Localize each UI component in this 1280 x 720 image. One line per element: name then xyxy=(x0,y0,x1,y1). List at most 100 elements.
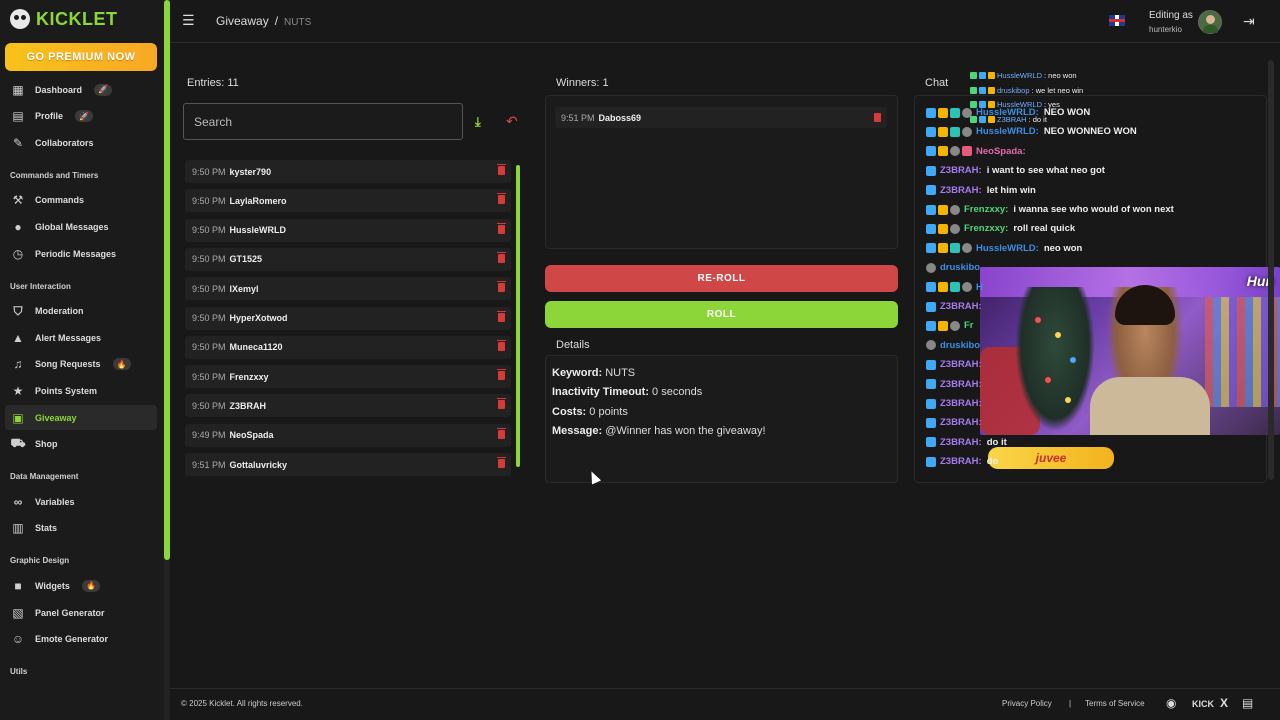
chat-scrollbar[interactable] xyxy=(1268,60,1274,480)
chat-username[interactable]: Frenzxxy: xyxy=(964,204,1009,215)
breadcrumb-root[interactable]: Giveaway xyxy=(216,14,269,28)
entry-time: 9:50 PM xyxy=(192,195,226,206)
chat-username[interactable]: Z3BRAH: xyxy=(940,301,982,312)
sidebar-item-dashboard[interactable]: ▦ Dashboard 🚀 xyxy=(5,77,157,102)
sidebar-badge: 🔥 xyxy=(112,358,131,371)
chat-badge-icon xyxy=(926,262,936,273)
profile-icon: ▤ xyxy=(12,109,24,124)
chat-badge-icon xyxy=(926,204,936,215)
chat-badge-icon xyxy=(979,115,986,123)
chat-username[interactable]: Z3BRAH: xyxy=(940,359,982,371)
chat-badge-icon xyxy=(926,320,936,331)
timeout-value: 0 seconds xyxy=(652,386,703,398)
uk-flag-icon[interactable] xyxy=(1109,15,1125,26)
trash-icon[interactable] xyxy=(497,369,506,381)
sidebar-item-collaborators[interactable]: ✎ Collaborators xyxy=(5,130,157,155)
sidebar-scrollbar-thumb[interactable] xyxy=(164,0,170,560)
chat-username[interactable]: HussleWRLD: xyxy=(976,242,1039,254)
menu-toggle-icon[interactable]: ☰ xyxy=(182,12,195,28)
sidebar-item-giveaway[interactable]: ▣ Giveaway xyxy=(5,405,157,430)
sidebar-item-label: Profile xyxy=(35,111,64,122)
sidebar-item-alert-messages[interactable]: ▲ Alert Messages xyxy=(5,325,157,350)
sidebar-item-label: Stats xyxy=(35,523,58,534)
sidebar-item-shop[interactable]: ⛟ Shop xyxy=(5,432,157,457)
sidebar-item-widgets[interactable]: ■ Widgets 🔥 xyxy=(5,573,157,598)
go-premium-button[interactable]: GO PREMIUM NOW xyxy=(5,43,157,71)
kick-icon[interactable]: KICK xyxy=(1192,699,1214,709)
x-icon[interactable]: X xyxy=(1220,696,1229,710)
entries-scrollbar[interactable] xyxy=(516,165,520,467)
chat-username[interactable]: HussleWRLD: xyxy=(976,126,1039,138)
sidebar-item-global-messages[interactable]: ● Global Messages xyxy=(5,214,157,239)
chat-badge-icon xyxy=(962,243,972,254)
discord-icon[interactable]: ◉ xyxy=(1166,696,1177,710)
trash-icon[interactable] xyxy=(497,398,506,410)
sidebar-item-moderation[interactable]: ⛉ Moderation xyxy=(5,299,157,324)
webcam-overlay: Hun xyxy=(980,267,1280,435)
trash-icon[interactable] xyxy=(497,193,506,205)
sidebar-item-commands[interactable]: ⚒ Commands xyxy=(5,188,157,213)
entry-name: GT1525 xyxy=(229,254,263,265)
kicklet-logo[interactable]: KICKLET xyxy=(10,8,118,30)
download-icon[interactable]: ⤓ xyxy=(475,114,481,129)
winner-row: 9:51 PM Daboss69 xyxy=(555,107,887,128)
entry-name: NeoSpada xyxy=(229,430,274,441)
chat-badge-icon xyxy=(950,126,960,137)
sidebar-scrollbar[interactable] xyxy=(164,0,170,720)
trash-icon[interactable] xyxy=(874,113,881,122)
chat-username[interactable]: Z3BRAH: xyxy=(940,165,982,177)
sidebar-item-song-requests[interactable]: ♫ Song Requests 🔥 xyxy=(5,352,157,377)
privacy-link[interactable]: Privacy Policy xyxy=(1002,699,1052,708)
docs-icon[interactable]: ▤ xyxy=(1242,696,1254,710)
chat-badge-icon xyxy=(950,146,960,157)
entry-time: 9:50 PM xyxy=(192,254,226,265)
roll-button[interactable]: ROLL xyxy=(545,301,898,328)
message-label: Message: xyxy=(552,425,603,437)
trash-icon[interactable] xyxy=(497,310,506,322)
trash-icon[interactable] xyxy=(497,164,506,175)
cart-icon: ⛟ xyxy=(10,436,26,451)
search-input[interactable] xyxy=(183,103,463,140)
chat-username[interactable]: druskibo xyxy=(940,339,981,351)
chat-message: HussleWRLD: neo won xyxy=(926,243,1082,254)
chat-username[interactable]: Fr xyxy=(964,320,974,332)
chat-badge-icon xyxy=(926,107,936,118)
chat-username[interactable]: HussleWRLD: xyxy=(976,107,1039,118)
breadcrumb: Giveaway / NUTS xyxy=(216,14,311,28)
chat-username[interactable]: Z3BRAH: xyxy=(940,417,982,429)
logout-icon[interactable]: ⇥ xyxy=(1243,13,1255,29)
trash-icon[interactable] xyxy=(497,457,506,468)
sidebar-item-emote-generator[interactable]: ☺ Emote Generator xyxy=(5,627,157,652)
chat-username[interactable]: Z3BRAH: xyxy=(940,398,982,409)
sidebar-item-periodic-messages[interactable]: ◷ Periodic Messages xyxy=(5,241,157,266)
chat-username[interactable]: druskibo xyxy=(940,262,981,274)
trash-icon[interactable] xyxy=(497,281,506,293)
chat-username[interactable]: H xyxy=(976,281,983,293)
trash-icon[interactable] xyxy=(497,222,506,234)
avatar[interactable] xyxy=(1198,10,1222,34)
chat-badge-icon xyxy=(950,204,960,215)
chat-bubble-icon: ● xyxy=(14,219,22,234)
sidebar-item-panel-generator[interactable]: ▧ Panel Generator xyxy=(5,600,157,625)
stream-logo: Hun xyxy=(1246,273,1274,289)
chat-username[interactable]: NeoSpada: xyxy=(976,145,1026,157)
chat-username[interactable]: Z3BRAH: xyxy=(940,456,982,468)
sidebar-item-variables[interactable]: ∞ Variables xyxy=(5,489,157,514)
reroll-button[interactable]: RE-ROLL xyxy=(545,265,898,292)
collaborators-icon: ✎ xyxy=(12,135,24,150)
terms-link[interactable]: Terms of Service xyxy=(1085,699,1145,708)
trash-icon[interactable] xyxy=(497,427,506,439)
sidebar-item-points-system[interactable]: ★ Points System xyxy=(5,378,157,403)
trash-icon[interactable] xyxy=(497,251,506,263)
chat-badge-icon xyxy=(926,456,936,467)
entries-title: Entries: 11 xyxy=(187,77,239,89)
chat-username[interactable]: Z3BRAH: xyxy=(940,378,982,390)
sidebar-item-stats[interactable]: ▥ Stats xyxy=(5,516,157,541)
chat-username[interactable]: Z3BRAH: xyxy=(940,436,982,448)
sidebar-item-profile[interactable]: ▤ Profile 🚀 xyxy=(5,104,157,129)
costs-value: 0 points xyxy=(589,406,628,418)
trash-icon[interactable] xyxy=(497,339,506,351)
chat-username[interactable]: Frenzxxy: xyxy=(964,223,1009,235)
undo-icon[interactable]: ↶ xyxy=(506,113,518,129)
chat-username[interactable]: Z3BRAH: xyxy=(940,184,982,196)
